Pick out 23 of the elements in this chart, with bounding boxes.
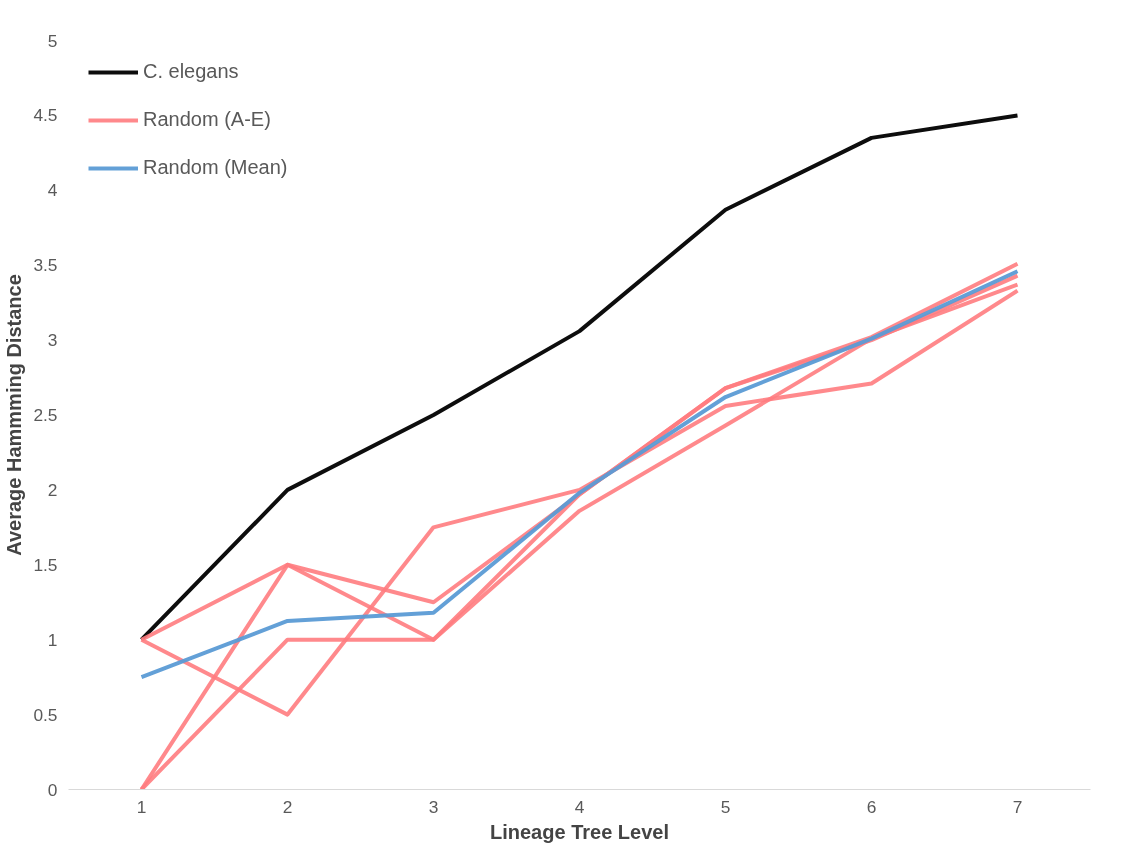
y-tick-label: 1.5 <box>33 554 58 575</box>
x-axis-title: Lineage Tree Level <box>490 820 669 843</box>
x-tick-label: 6 <box>866 796 877 817</box>
x-tick-label: 3 <box>428 796 439 817</box>
y-tick-label: 4 <box>47 180 58 201</box>
x-tick-label: 1 <box>136 796 147 817</box>
legend-label: Random (Mean) <box>143 156 288 179</box>
y-tick-label: 3 <box>47 330 58 351</box>
x-tick-label: 2 <box>282 796 293 817</box>
y-tick-label: 0 <box>47 779 58 800</box>
y-tick-label: 2.5 <box>33 405 58 425</box>
y-axis-title: Average Hammming Distance <box>3 274 26 556</box>
x-tick-label: 7 <box>1012 796 1023 817</box>
x-tick-label: 4 <box>574 796 585 817</box>
y-tick-label: 4.5 <box>33 105 58 126</box>
y-tick-label: 3.5 <box>33 255 58 276</box>
x-tick-label: 5 <box>720 796 731 817</box>
legend-label: C. elegans <box>143 60 239 83</box>
y-tick-label: 5 <box>47 30 58 51</box>
y-tick-label: 1 <box>47 629 58 650</box>
legend-label: Random (A-E) <box>143 108 271 131</box>
y-tick-label: 0.5 <box>33 704 58 725</box>
y-tick-label: 2 <box>47 479 58 500</box>
